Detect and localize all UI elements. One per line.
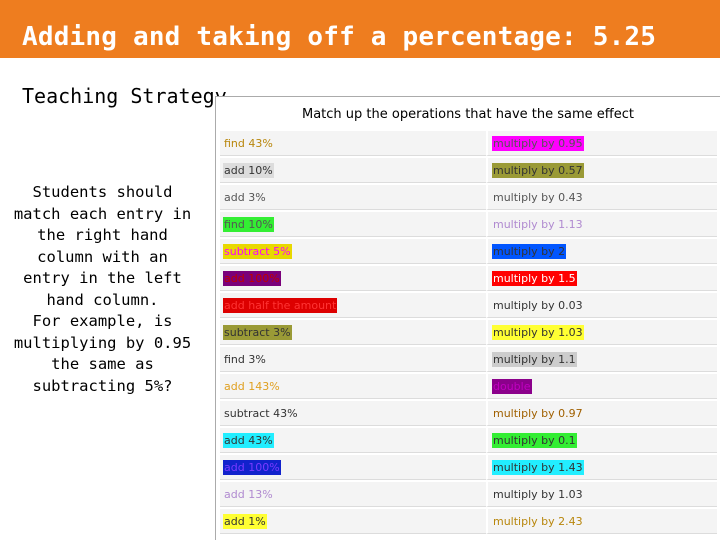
right-operation-label: multiply by 1.43 <box>492 460 584 475</box>
right-operation-cell[interactable]: multiply by 1.5 <box>486 266 717 291</box>
matching-table: find 43% multiply by 0.95 add 10% multiply … <box>220 131 717 534</box>
right-operation-label: multiply by 1.1 <box>492 352 577 367</box>
right-operation-cell[interactable]: multiply by 0.03 <box>486 293 717 318</box>
right-operation-cell[interactable]: multiply by 2.43 <box>486 509 717 534</box>
right-operation-label: multiply by 0.1 <box>492 433 577 448</box>
left-operation-cell[interactable]: subtract 3% <box>220 320 486 345</box>
left-operation-cell[interactable]: add 1% <box>220 509 486 534</box>
left-operation-label: add 13% <box>224 488 273 501</box>
left-operation-label: subtract 5% <box>223 244 292 259</box>
right-operation-cell[interactable]: multiply by 0.97 <box>486 401 717 426</box>
activity-title: Match up the operations that have the sa… <box>302 107 634 122</box>
right-operation-label: multiply by 1.13 <box>493 218 583 231</box>
strategy-line: Students should match each entry in the … <box>13 183 192 309</box>
right-operation-label: multiply by 0.43 <box>493 191 583 204</box>
right-operation-label: multiply by 1.03 <box>492 325 584 340</box>
left-operation-cell[interactable]: subtract 5% <box>220 239 486 264</box>
left-operation-cell[interactable]: add 143% <box>220 374 486 399</box>
section-subtitle: Teaching Strategy <box>22 84 227 108</box>
right-operation-label: multiply by 0.95 <box>492 136 584 151</box>
left-operation-cell[interactable]: subtract 43% <box>220 401 486 426</box>
right-operation-cell[interactable]: multiply by 1.13 <box>486 212 717 237</box>
left-operation-cell[interactable]: find 43% <box>220 131 486 156</box>
right-operation-label: multiply by 2.43 <box>493 515 583 528</box>
left-operation-label: add 100% <box>223 271 281 286</box>
left-operation-cell[interactable]: add 13% <box>220 482 486 507</box>
right-operation-cell[interactable]: multiply by 2 <box>486 239 717 264</box>
left-operation-label: find 43% <box>224 137 273 150</box>
right-operation-label: multiply by 1.03 <box>493 488 583 501</box>
strategy-line: For example, is multiplying by 0.95 the … <box>13 312 192 395</box>
left-operation-label: find 3% <box>224 353 266 366</box>
left-operation-label: add 10% <box>223 163 274 178</box>
left-operation-cell[interactable]: add 10% <box>220 158 486 183</box>
right-operation-cell[interactable]: multiply by 1.03 <box>486 320 717 345</box>
right-operation-cell[interactable]: multiply by 0.1 <box>486 428 717 453</box>
right-operation-label: multiply by 0.97 <box>493 407 583 420</box>
right-operation-label: multiply by 2 <box>492 244 567 259</box>
left-operation-cell[interactable]: add 3% <box>220 185 486 210</box>
right-operation-label: multiply by 1.5 <box>492 271 577 286</box>
strategy-text: Students should match each entry in the … <box>10 182 195 397</box>
left-operation-label: add 3% <box>224 191 266 204</box>
matching-activity-panel: Match up the operations that have the sa… <box>215 96 720 540</box>
right-operation-cell[interactable]: multiply by 1.43 <box>486 455 717 480</box>
left-operation-cell[interactable]: add 100% <box>220 455 486 480</box>
left-operation-cell[interactable]: add 100% <box>220 266 486 291</box>
left-operation-cell[interactable]: find 3% <box>220 347 486 372</box>
left-operation-label: add 43% <box>223 433 274 448</box>
left-operation-label: subtract 3% <box>223 325 292 340</box>
right-operation-cell[interactable]: multiply by 1.1 <box>486 347 717 372</box>
left-operation-label: add 1% <box>223 514 267 529</box>
left-operation-label: add 100% <box>223 460 281 475</box>
left-operation-cell[interactable]: find 10% <box>220 212 486 237</box>
left-operation-label: find 10% <box>223 217 274 232</box>
right-operation-cell[interactable]: multiply by 0.43 <box>486 185 717 210</box>
title-bar: Adding and taking off a percentage: 5.25 <box>0 0 720 58</box>
right-operation-cell[interactable]: multiply by 0.95 <box>486 131 717 156</box>
right-operation-label: multiply by 0.03 <box>493 299 583 312</box>
left-operation-label: add half the amount <box>223 298 338 313</box>
page-title: Adding and taking off a percentage: 5.25 <box>22 22 657 52</box>
left-operation-label: add 143% <box>224 380 280 393</box>
right-operation-label: double <box>492 379 532 394</box>
right-operation-cell[interactable]: multiply by 1.03 <box>486 482 717 507</box>
left-operation-cell[interactable]: add 43% <box>220 428 486 453</box>
left-operation-label: subtract 43% <box>224 407 298 420</box>
right-operation-label: multiply by 0.57 <box>492 163 584 178</box>
right-operation-cell[interactable]: double <box>486 374 717 399</box>
left-operation-cell[interactable]: add half the amount <box>220 293 486 318</box>
right-operation-cell[interactable]: multiply by 0.57 <box>486 158 717 183</box>
